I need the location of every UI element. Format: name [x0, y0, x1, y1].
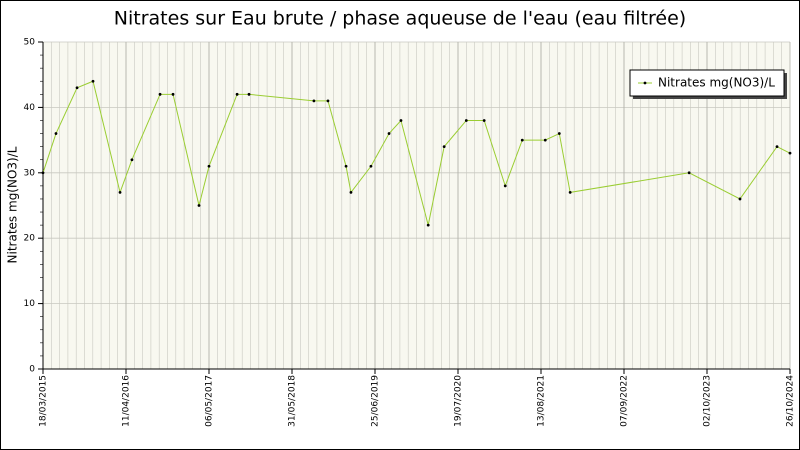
- data-point: [91, 79, 95, 83]
- y-tick-label: 40: [24, 103, 36, 113]
- x-tick-label: 18/03/2015: [39, 375, 49, 427]
- data-point: [557, 132, 561, 135]
- data-point: [775, 145, 779, 149]
- y-tick-label: 0: [29, 365, 35, 375]
- x-tick-label: 07/09/2022: [620, 375, 630, 427]
- data-point: [387, 132, 391, 135]
- x-tick-label: 26/10/2024: [786, 375, 796, 427]
- data-point: [503, 184, 507, 188]
- x-tick-label: 13/08/2021: [537, 375, 547, 427]
- data-point: [207, 164, 211, 168]
- data-point: [520, 138, 524, 142]
- x-tick-label: 25/06/2019: [371, 375, 381, 427]
- data-point: [464, 119, 468, 122]
- x-tick-label: 31/05/2018: [288, 375, 298, 427]
- data-point: [235, 92, 239, 96]
- y-axis-label: Nitrates mg(NO3)/L: [6, 146, 20, 263]
- data-point: [197, 204, 201, 207]
- data-point: [738, 197, 742, 201]
- y-tick-label: 20: [24, 234, 36, 244]
- data-point: [171, 92, 175, 96]
- data-point: [130, 158, 134, 162]
- legend-marker: [643, 81, 647, 85]
- x-tick-label: 19/07/2020: [454, 375, 464, 427]
- series-line: [42, 80, 791, 226]
- legend-label: Nitrates mg(NO3)/L: [658, 76, 775, 90]
- data-point: [54, 132, 58, 135]
- data-point: [442, 145, 446, 149]
- data-point: [75, 86, 79, 90]
- data-point: [399, 119, 403, 122]
- x-tick-label: 11/04/2016: [122, 375, 132, 427]
- data-point: [118, 191, 122, 194]
- data-point: [788, 151, 792, 155]
- data-point: [543, 138, 547, 142]
- data-point: [41, 171, 45, 175]
- data-point: [158, 92, 162, 96]
- data-point: [568, 191, 572, 194]
- data-point: [326, 99, 330, 103]
- chart-title: Nitrates sur Eau brute / phase aqueuse d…: [114, 8, 686, 30]
- data-point: [369, 164, 373, 168]
- data-point: [482, 119, 486, 122]
- y-tick-label: 10: [24, 299, 36, 309]
- data-point: [349, 191, 353, 194]
- data-point: [344, 164, 348, 168]
- y-tick-label: 50: [24, 38, 36, 48]
- data-point: [312, 99, 316, 103]
- x-tick-label: 02/10/2023: [703, 375, 713, 427]
- data-point: [426, 223, 430, 227]
- x-tick-label: 06/05/2017: [205, 375, 215, 427]
- legend-box: [629, 69, 785, 97]
- data-point: [687, 171, 691, 175]
- y-tick-label: 30: [24, 168, 36, 178]
- data-point: [247, 92, 251, 96]
